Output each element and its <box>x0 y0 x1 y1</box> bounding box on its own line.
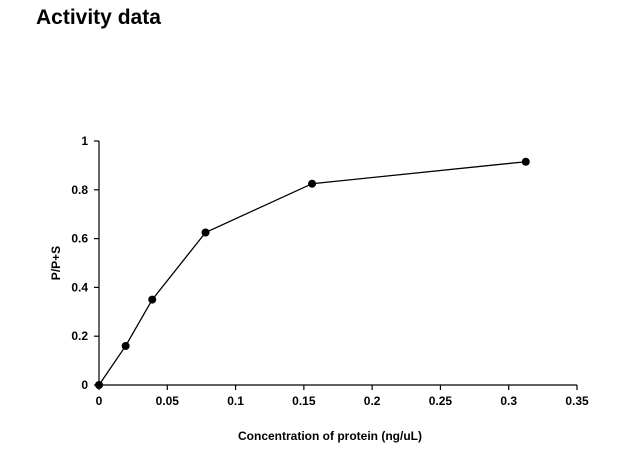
x-tick-label: 0.35 <box>565 394 589 408</box>
data-point <box>95 381 103 389</box>
y-tick-label: 0.8 <box>71 183 88 197</box>
chart-ticks: 0 0.2 0.4 0.6 0.8 1 0 0.05 0.1 0.15 0.2 0.25 0.3 0.35 <box>71 134 589 408</box>
x-tick-label: 0.1 <box>227 394 244 408</box>
y-axis-title: P/P+S <box>49 246 63 280</box>
data-point <box>121 341 130 350</box>
page-title: Activity data <box>36 6 161 29</box>
series-line <box>98 161 526 386</box>
chart-series <box>95 157 530 389</box>
y-tick-label: 0.4 <box>71 280 88 294</box>
y-tick-label: 1 <box>81 134 88 148</box>
data-point <box>521 157 530 166</box>
data-point <box>201 228 210 237</box>
data-point <box>148 295 157 304</box>
x-tick-label: 0.05 <box>156 394 180 408</box>
x-tick-label: 0.3 <box>500 394 517 408</box>
x-axis-title: Concentration of protein (ng/uL) <box>238 429 422 443</box>
y-tick-label: 0.6 <box>71 232 88 246</box>
y-tick-label: 0 <box>81 378 88 392</box>
data-point <box>308 179 317 188</box>
chart-axes <box>98 141 577 386</box>
x-tick-label: 0 <box>96 394 103 408</box>
x-tick-label: 0.15 <box>292 394 316 408</box>
x-tick-label: 0.2 <box>364 394 381 408</box>
y-tick-label: 0.2 <box>71 329 88 343</box>
x-tick-label: 0.25 <box>429 394 453 408</box>
